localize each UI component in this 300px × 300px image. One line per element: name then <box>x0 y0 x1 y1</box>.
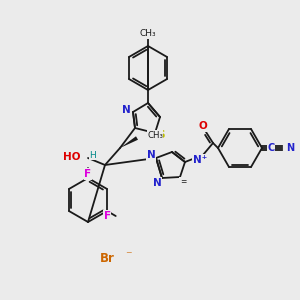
Text: =: = <box>180 178 186 187</box>
Text: H: H <box>90 151 96 160</box>
Text: ⁻: ⁻ <box>125 250 131 262</box>
Text: HO: HO <box>62 152 80 162</box>
Text: Br: Br <box>100 251 115 265</box>
Text: CH₃: CH₃ <box>140 29 156 38</box>
Text: O: O <box>199 121 207 131</box>
Text: S: S <box>157 130 165 140</box>
Polygon shape <box>120 136 138 148</box>
Text: C: C <box>267 143 274 153</box>
Text: N: N <box>147 150 155 160</box>
Text: N: N <box>153 178 161 188</box>
Text: F: F <box>84 169 92 179</box>
Text: N: N <box>286 143 294 153</box>
Text: N⁺: N⁺ <box>193 155 207 165</box>
Text: CH₃: CH₃ <box>147 130 163 140</box>
Text: F: F <box>103 211 111 221</box>
Text: N: N <box>122 105 130 115</box>
